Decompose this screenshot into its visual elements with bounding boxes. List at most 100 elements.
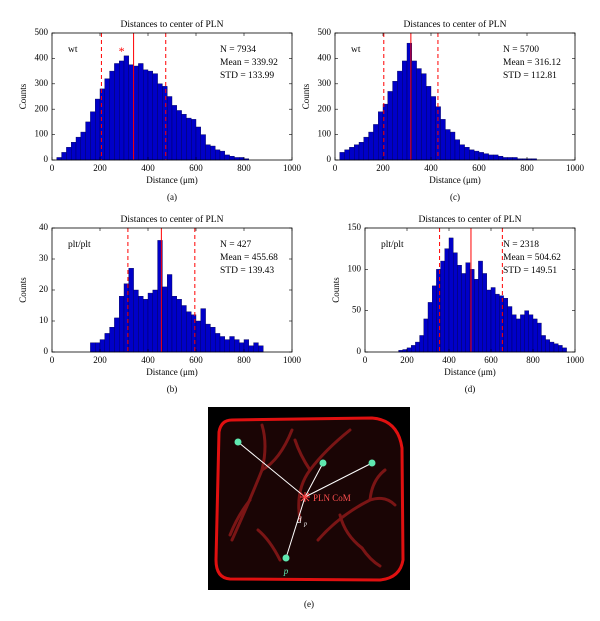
caption: (c) (450, 192, 460, 202)
chart-title: Distances to center of PLN (404, 19, 507, 30)
point-label: p (283, 566, 289, 576)
bar (562, 347, 567, 353)
bar (440, 119, 446, 161)
y-tick-label: 40 (39, 222, 49, 232)
x-tick-label: 400 (141, 163, 155, 173)
distance-subscript: p (303, 521, 307, 527)
bar (152, 73, 158, 161)
bar (486, 289, 492, 353)
bar (339, 152, 345, 161)
bar (392, 81, 398, 161)
bar (99, 88, 105, 161)
bar (453, 252, 458, 353)
y-tick-label: 30 (39, 253, 49, 263)
bar (186, 117, 192, 161)
x-tick-label: 1000 (566, 163, 585, 173)
y-tick-label: 100 (348, 263, 362, 273)
bar (461, 273, 467, 353)
bar (440, 260, 446, 353)
stat-label: N = 2318 (503, 240, 539, 250)
bar (219, 336, 225, 353)
y-tick-label: 0 (44, 346, 49, 356)
bar (507, 306, 513, 353)
bar (80, 131, 86, 161)
bar (416, 68, 422, 161)
y-tick-label: 300 (318, 78, 332, 88)
bar (493, 154, 499, 161)
bar (142, 299, 149, 353)
y-tick-label: 400 (318, 52, 332, 62)
y-axis-label: Counts (301, 83, 311, 109)
bar (138, 63, 144, 161)
bar (411, 345, 416, 353)
group-label: plt/plt (68, 240, 91, 250)
bar (511, 314, 517, 353)
bar (85, 121, 91, 161)
bar (171, 105, 178, 161)
bar (195, 126, 202, 161)
bar (75, 136, 81, 161)
caption: (a) (167, 192, 177, 202)
bar (118, 296, 125, 353)
diagram (214, 416, 405, 582)
x-tick-label: 600 (484, 355, 498, 365)
bar (378, 111, 384, 161)
y-tick-label: 0 (357, 346, 362, 356)
bar (152, 289, 158, 353)
bar (478, 152, 485, 161)
x-tick-label: 1000 (566, 355, 585, 365)
y-axis-label: Counts (18, 277, 28, 303)
bar (224, 339, 230, 353)
stat-label: N = 5700 (503, 45, 539, 55)
bar (114, 317, 120, 353)
y-tick-label: 50 (352, 305, 362, 315)
bar (373, 124, 379, 161)
plot-frame (364, 227, 576, 353)
x-tick-label: 400 (141, 355, 155, 365)
bar (459, 144, 465, 161)
x-tick-label: 600 (189, 163, 203, 173)
bar (142, 69, 149, 161)
x-axis-label: Distance (μm) (429, 175, 481, 185)
bar (104, 78, 110, 161)
y-tick-label: 0 (44, 154, 49, 164)
group-label: plt/plt (381, 240, 404, 250)
bar (128, 64, 134, 161)
bar (118, 60, 125, 161)
bar (181, 305, 187, 353)
distance-lines (237, 441, 373, 559)
y-tick-label: 500 (318, 27, 332, 37)
group-label: wt (68, 45, 78, 55)
bar (234, 339, 240, 353)
y-axis-label: Counts (331, 277, 341, 303)
bar (181, 114, 187, 161)
y-tick-label: 20 (39, 284, 49, 294)
x-tick-label: 0 (363, 355, 368, 365)
bar (415, 341, 420, 353)
asterisk: * (119, 44, 125, 58)
bar (205, 144, 211, 161)
bar (349, 147, 355, 161)
bar (558, 345, 563, 353)
bar (219, 150, 225, 161)
bar (423, 318, 429, 353)
x-tick-label: 400 (424, 163, 438, 173)
bar (166, 274, 173, 353)
bar (94, 342, 101, 353)
bar (190, 119, 197, 161)
x-tick-label: 600 (189, 355, 203, 365)
x-tick-label: 200 (400, 355, 414, 365)
bar (426, 86, 432, 161)
bar (402, 60, 408, 161)
stat-label: STD = 149.51 (503, 266, 557, 276)
y-tick-label: 200 (318, 103, 332, 113)
x-tick-label: 0 (50, 163, 55, 173)
bar (66, 147, 72, 161)
bar (498, 155, 504, 161)
bar (258, 345, 264, 353)
y-tick-label: 300 (35, 78, 49, 88)
stat-label: STD = 133.99 (220, 71, 274, 81)
bar (397, 70, 403, 161)
x-tick-label: 400 (442, 355, 456, 365)
